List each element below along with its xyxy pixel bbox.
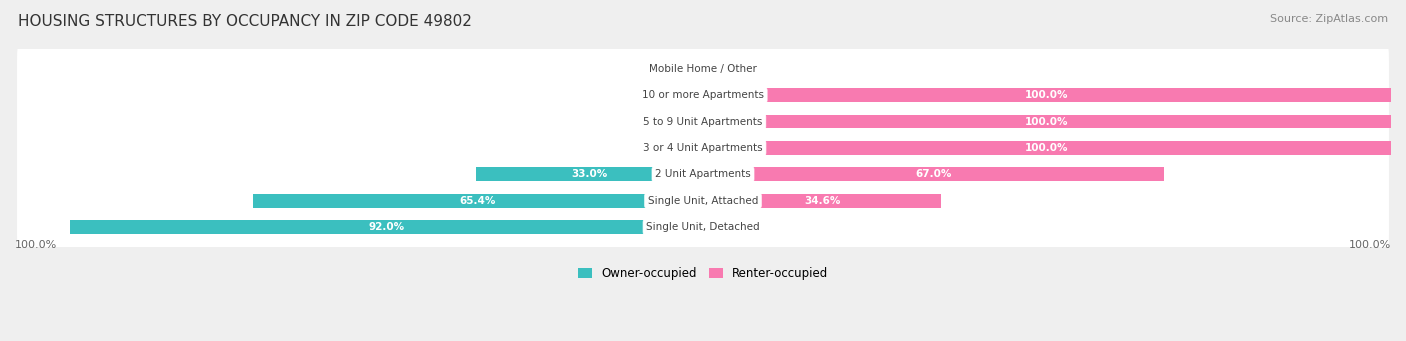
Text: 100.0%: 100.0% <box>1025 143 1069 153</box>
Bar <box>703 167 1164 181</box>
FancyBboxPatch shape <box>17 108 1389 188</box>
Text: 5 to 9 Unit Apartments: 5 to 9 Unit Apartments <box>644 117 762 127</box>
Text: Source: ZipAtlas.com: Source: ZipAtlas.com <box>1270 14 1388 24</box>
Text: 2 Unit Apartments: 2 Unit Apartments <box>655 169 751 179</box>
Text: Single Unit, Attached: Single Unit, Attached <box>648 196 758 206</box>
Text: 100.0%: 100.0% <box>1348 240 1391 250</box>
Bar <box>703 141 1391 155</box>
FancyBboxPatch shape <box>17 55 1389 136</box>
Text: 65.4%: 65.4% <box>460 196 496 206</box>
Text: 3 or 4 Unit Apartments: 3 or 4 Unit Apartments <box>643 143 763 153</box>
Bar <box>253 194 703 208</box>
Text: 33.0%: 33.0% <box>571 169 607 179</box>
FancyBboxPatch shape <box>17 29 1389 109</box>
Text: 100.0%: 100.0% <box>1025 117 1069 127</box>
Text: 34.6%: 34.6% <box>804 196 841 206</box>
Bar <box>703 220 758 234</box>
Text: 0.0%: 0.0% <box>666 90 693 100</box>
Bar <box>703 194 941 208</box>
Text: 0.0%: 0.0% <box>666 64 693 74</box>
Text: 0.0%: 0.0% <box>713 64 740 74</box>
Text: 67.0%: 67.0% <box>915 169 952 179</box>
Text: 10 or more Apartments: 10 or more Apartments <box>643 90 763 100</box>
FancyBboxPatch shape <box>17 81 1389 162</box>
Text: 100.0%: 100.0% <box>1025 90 1069 100</box>
Text: Single Unit, Detached: Single Unit, Detached <box>647 222 759 232</box>
Text: 0.0%: 0.0% <box>666 117 693 127</box>
Text: 8.0%: 8.0% <box>716 222 745 232</box>
Text: 92.0%: 92.0% <box>368 222 405 232</box>
Text: HOUSING STRUCTURES BY OCCUPANCY IN ZIP CODE 49802: HOUSING STRUCTURES BY OCCUPANCY IN ZIP C… <box>18 14 472 29</box>
Bar <box>70 220 703 234</box>
Bar <box>477 167 703 181</box>
Legend: Owner-occupied, Renter-occupied: Owner-occupied, Renter-occupied <box>572 262 834 284</box>
Bar <box>703 115 1391 129</box>
FancyBboxPatch shape <box>17 160 1389 241</box>
FancyBboxPatch shape <box>17 187 1389 267</box>
Text: 0.0%: 0.0% <box>666 143 693 153</box>
Bar <box>703 88 1391 102</box>
FancyBboxPatch shape <box>17 134 1389 215</box>
Text: 100.0%: 100.0% <box>15 240 58 250</box>
Text: Mobile Home / Other: Mobile Home / Other <box>650 64 756 74</box>
